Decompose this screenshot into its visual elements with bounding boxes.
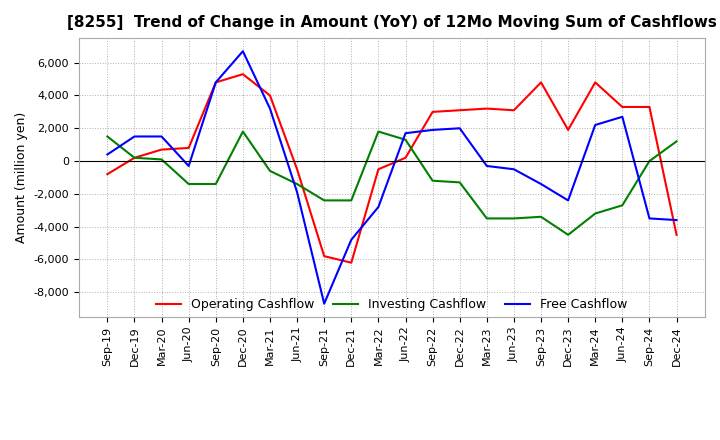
Investing Cashflow [238, 129, 247, 134]
Investing Cashflow [103, 134, 112, 139]
Free Cashflow [482, 163, 491, 169]
Free Cashflow [320, 301, 328, 306]
Free Cashflow [645, 216, 654, 221]
Free Cashflow [212, 80, 220, 85]
Operating Cashflow [536, 80, 545, 85]
Investing Cashflow [266, 168, 274, 173]
Free Cashflow [374, 204, 383, 209]
Legend: Operating Cashflow, Investing Cashflow, Free Cashflow: Operating Cashflow, Investing Cashflow, … [151, 293, 633, 316]
Investing Cashflow [320, 198, 328, 203]
Free Cashflow [455, 126, 464, 131]
Free Cashflow [564, 198, 572, 203]
Free Cashflow [401, 131, 410, 136]
Operating Cashflow [591, 80, 600, 85]
Operating Cashflow [618, 104, 626, 110]
Investing Cashflow [157, 157, 166, 162]
Investing Cashflow [645, 158, 654, 164]
Operating Cashflow [672, 232, 681, 238]
Investing Cashflow [455, 180, 464, 185]
Investing Cashflow [482, 216, 491, 221]
Investing Cashflow [672, 139, 681, 144]
Investing Cashflow [564, 232, 572, 238]
Line: Free Cashflow: Free Cashflow [107, 51, 677, 304]
Operating Cashflow [564, 127, 572, 132]
Investing Cashflow [374, 129, 383, 134]
Operating Cashflow [320, 253, 328, 259]
Line: Investing Cashflow: Investing Cashflow [107, 132, 677, 235]
Investing Cashflow [428, 178, 437, 183]
Operating Cashflow [645, 104, 654, 110]
Title: [8255]  Trend of Change in Amount (YoY) of 12Mo Moving Sum of Cashflows: [8255] Trend of Change in Amount (YoY) o… [67, 15, 717, 30]
Operating Cashflow [455, 108, 464, 113]
Investing Cashflow [401, 137, 410, 143]
Free Cashflow [428, 127, 437, 132]
Operating Cashflow [266, 93, 274, 98]
Y-axis label: Amount (million yen): Amount (million yen) [15, 112, 28, 243]
Free Cashflow [238, 48, 247, 54]
Free Cashflow [157, 134, 166, 139]
Operating Cashflow [428, 109, 437, 114]
Investing Cashflow [293, 181, 302, 187]
Operating Cashflow [374, 167, 383, 172]
Free Cashflow [293, 190, 302, 195]
Free Cashflow [184, 163, 193, 169]
Free Cashflow [536, 181, 545, 187]
Operating Cashflow [482, 106, 491, 111]
Free Cashflow [672, 217, 681, 223]
Investing Cashflow [510, 216, 518, 221]
Investing Cashflow [536, 214, 545, 220]
Operating Cashflow [130, 155, 139, 161]
Operating Cashflow [510, 108, 518, 113]
Free Cashflow [618, 114, 626, 119]
Operating Cashflow [401, 155, 410, 161]
Investing Cashflow [184, 181, 193, 187]
Free Cashflow [266, 106, 274, 111]
Investing Cashflow [212, 181, 220, 187]
Operating Cashflow [157, 147, 166, 152]
Investing Cashflow [618, 203, 626, 208]
Operating Cashflow [293, 167, 302, 172]
Free Cashflow [130, 134, 139, 139]
Operating Cashflow [103, 172, 112, 177]
Operating Cashflow [347, 260, 356, 265]
Operating Cashflow [212, 80, 220, 85]
Free Cashflow [510, 167, 518, 172]
Line: Operating Cashflow: Operating Cashflow [107, 74, 677, 263]
Investing Cashflow [591, 211, 600, 216]
Operating Cashflow [238, 72, 247, 77]
Free Cashflow [591, 122, 600, 128]
Free Cashflow [103, 152, 112, 157]
Investing Cashflow [347, 198, 356, 203]
Investing Cashflow [130, 155, 139, 161]
Free Cashflow [347, 237, 356, 242]
Operating Cashflow [184, 145, 193, 150]
